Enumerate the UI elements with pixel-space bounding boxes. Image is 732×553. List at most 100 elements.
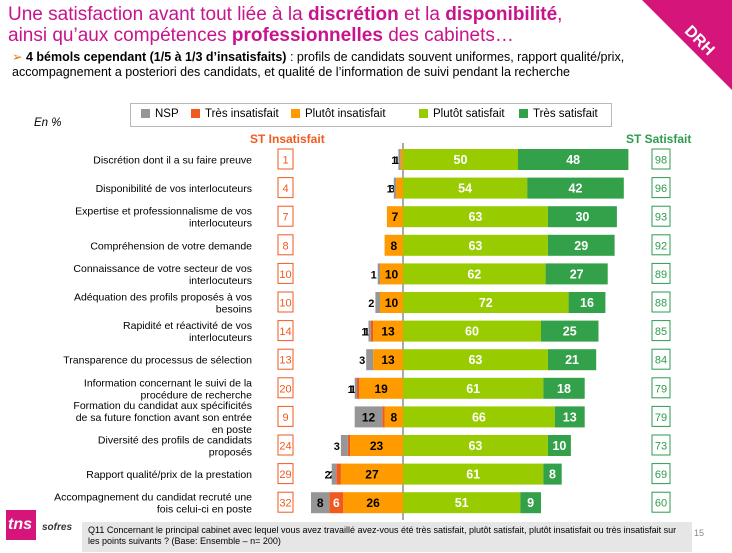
legend-label: NSP — [155, 108, 179, 120]
category-label: Accompagnement du candidat recruté une fo… — [54, 492, 252, 516]
category-label: Diversité des profils de candidats propos… — [98, 435, 252, 459]
bar-segment — [400, 149, 403, 170]
st-insat-value: 14 — [279, 326, 291, 338]
bar-value-label: 51 — [455, 496, 469, 510]
st-sat-box — [651, 377, 671, 399]
bar-value-label: 8 — [317, 496, 324, 510]
bar-segment — [547, 234, 615, 256]
bar-value-label: 29 — [574, 239, 588, 253]
st-insat-value: 10 — [279, 269, 291, 281]
title-emphasis-disponibilite: disponibilité — [445, 4, 558, 25]
st-insat-value: 24 — [279, 441, 291, 453]
bar-segment — [403, 206, 548, 228]
st-sat-box — [651, 177, 671, 199]
category-label: Connaissance de votre secteur de vos inte… — [73, 263, 252, 287]
bar-segment — [403, 292, 569, 313]
bar-value-label: 66 — [472, 410, 486, 424]
st-sat-box — [651, 463, 671, 485]
bar-segment — [336, 463, 341, 485]
title-line2-end: des cabinets… — [382, 25, 514, 46]
arrow-bullet-icon: ➢ — [12, 50, 23, 64]
page-title: Une satisfaction avant tout liée à la di… — [8, 4, 668, 46]
legend-swatch — [291, 109, 300, 118]
bar-value-label: 1 — [391, 155, 397, 167]
bar-value-label: 48 — [566, 153, 580, 167]
bar-value-label: 25 — [563, 325, 577, 339]
bullet-bold-text: 4 bémols cependant (1/5 à 1/3 d’insatisf… — [25, 50, 287, 64]
bar-value-label: 1 — [361, 327, 367, 339]
category-label: Information concernant le suivi de la pro… — [84, 377, 252, 401]
bar-value-label: 10 — [552, 439, 566, 453]
st-insat-box — [277, 463, 294, 485]
bar-value-label: 13 — [381, 325, 395, 339]
bar-segment — [375, 292, 380, 313]
bar-segment — [543, 377, 585, 399]
st-insat-value: 20 — [279, 383, 291, 395]
category-label: Disponibilité de vos interlocuteurs — [96, 183, 252, 195]
st-sat-box — [651, 234, 671, 256]
bar-segment — [370, 320, 374, 342]
bar-segment — [384, 234, 403, 256]
st-insat-value: 32 — [279, 498, 291, 510]
st-sat-box — [651, 291, 671, 313]
bar-value-label: 9 — [527, 496, 534, 510]
st-sat-value: 79 — [655, 383, 667, 395]
bar-value-label: 10 — [385, 296, 399, 310]
logo-sofres-text: sofres — [42, 522, 73, 533]
st-insat-box — [277, 377, 294, 399]
st-insatisfait-header: ST Insatisfait — [250, 132, 325, 146]
legend-label: Très insatisfait — [205, 108, 279, 120]
title-line2-text: ainsi qu’aux compétences — [8, 25, 232, 46]
st-insat-box — [277, 291, 294, 313]
bar-segment — [359, 377, 403, 399]
bullet-text: : profils de candidats souvent uniformes… — [12, 50, 625, 79]
category-label: Expertise et professionnalisme de vos int… — [75, 206, 252, 230]
bar-segment — [403, 406, 555, 428]
legend-item: Très satisfait — [519, 108, 598, 120]
legend-swatch — [141, 109, 150, 118]
bar-segment — [547, 435, 571, 456]
bar-value-label: 1 — [350, 384, 356, 396]
page-number: 15 — [694, 528, 705, 538]
st-insat-value: 10 — [279, 298, 291, 310]
bar-value-label: 3 — [359, 355, 365, 367]
legend-item: NSP — [141, 108, 179, 120]
unit-label: En % — [34, 117, 62, 129]
bar-segment — [380, 263, 403, 285]
bar-segment — [340, 435, 348, 456]
title-line1-text: Une satisfaction avant tout liée à la — [8, 4, 308, 25]
bar-segment — [403, 263, 546, 285]
legend-item: Plutôt satisfait — [419, 108, 505, 120]
st-sat-box — [651, 348, 671, 370]
st-sat-value: 93 — [655, 212, 667, 224]
st-sat-box — [651, 320, 671, 342]
bar-segment — [545, 263, 608, 285]
bar-value-label: 21 — [565, 353, 579, 367]
bar-value-label: 27 — [365, 468, 379, 482]
bar-segment — [380, 292, 403, 313]
bar-segment — [403, 177, 528, 199]
bar-segment — [398, 149, 401, 170]
bar-segment — [382, 406, 385, 428]
bar-value-label: 1 — [394, 155, 400, 167]
bar-segment — [373, 349, 403, 371]
st-sat-value: 79 — [655, 412, 667, 424]
chart-legend: NSP Très insatisfait Plutôt insatisfait Plu… — [130, 103, 612, 127]
st-insat-box — [277, 491, 294, 513]
bar-value-label: 18 — [557, 382, 571, 396]
st-sat-value: 84 — [655, 355, 667, 367]
st-sat-value: 85 — [655, 326, 667, 338]
bar-segment — [347, 435, 351, 456]
bar-segment — [329, 492, 344, 514]
st-insat-value: 13 — [279, 355, 291, 367]
category-label: Adéquation des profils proposés à vos bes… — [74, 292, 252, 316]
bar-segment — [541, 320, 599, 342]
bar-value-label: 54 — [458, 182, 472, 196]
st-insat-value: 7 — [282, 212, 288, 224]
bar-value-label: 8 — [390, 239, 397, 253]
legend-label: Plutôt satisfait — [433, 108, 505, 120]
bar-segment — [386, 206, 403, 228]
bar-segment — [403, 320, 541, 342]
bar-segment — [403, 377, 544, 399]
bar-segment — [527, 177, 624, 199]
